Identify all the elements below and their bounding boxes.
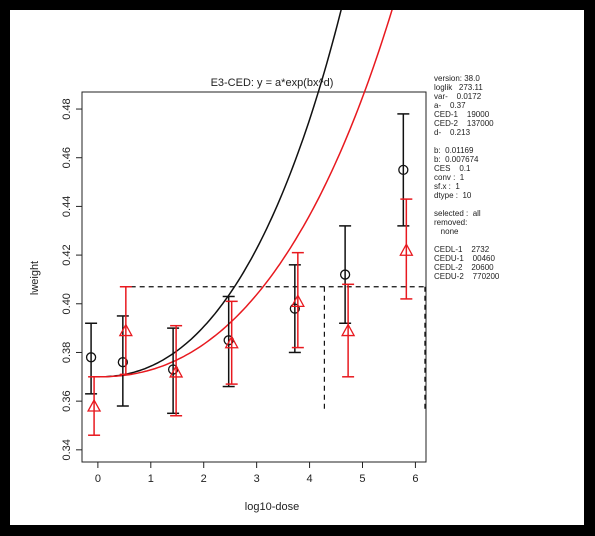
- y-tick-label: 0.44: [61, 196, 73, 217]
- data-point-triangle: [86, 398, 102, 412]
- x-axis-label: log10-dose: [245, 501, 299, 513]
- fit-parameter-line: removed:: [434, 218, 468, 227]
- data-point-triangle: [169, 364, 184, 378]
- y-tick-label: 0.48: [61, 98, 73, 119]
- fit-parameter-line: sf.x : 1: [434, 182, 460, 191]
- x-tick-label: 5: [359, 473, 365, 485]
- y-tick-label: 0.40: [61, 293, 73, 314]
- fit-parameter-line: CEDU-2 770200: [434, 272, 500, 281]
- fit-parameter-line: [434, 137, 499, 146]
- fit-curve-red: [92, 10, 393, 378]
- fit-parameter-line: CED-2 137000: [434, 119, 494, 128]
- fit-parameter-line: CED-1 19000: [434, 110, 490, 119]
- fit-parameter-line: none: [434, 227, 459, 236]
- y-tick-label: 0.36: [61, 390, 73, 411]
- data-point-circle: [289, 303, 300, 314]
- fit-parameter-line: selected : all: [434, 209, 481, 218]
- fit-parameters-panel: version: 38.0 loglik 273.11 var- 0.0172 a- …: [434, 74, 499, 281]
- y-tick-label: 0.42: [61, 244, 73, 265]
- y-tick-label: 0.46: [61, 147, 73, 168]
- x-tick-label: 0: [95, 473, 101, 485]
- x-tick-label: 2: [201, 473, 207, 485]
- chart-title: E3-CED: y = a*exp(bx^d): [211, 77, 334, 89]
- fit-curve-black: [92, 10, 342, 378]
- fit-parameter-line: a- 0.37: [434, 101, 466, 110]
- fit-parameter-line: var- 0.0172: [434, 92, 482, 101]
- chart-frame: E3-CED: y = a*exp(bx^d) log10-dose lweig…: [8, 8, 586, 527]
- x-tick-label: 3: [254, 473, 260, 485]
- fit-parameter-line: [434, 200, 499, 209]
- fit-parameter-line: [434, 236, 499, 245]
- y-axis-label: lweight: [29, 261, 41, 295]
- data-point-circle: [339, 269, 351, 280]
- chart-svg: E3-CED: y = a*exp(bx^d) log10-dose lweig…: [29, 10, 427, 513]
- plot-area-box: [81, 91, 427, 463]
- fit-parameter-line: CES 0.1: [434, 164, 471, 173]
- data-point-circle: [117, 357, 128, 368]
- fit-parameter-line: d- 0.213: [434, 128, 471, 137]
- fit-parameter-line: CEDL-2 20600: [434, 263, 494, 272]
- data-point-triangle: [118, 323, 133, 337]
- data-point-triangle: [224, 335, 239, 349]
- fit-parameter-line: CEDL-1 2732: [434, 245, 490, 254]
- y-tick-label: 0.34: [61, 439, 73, 460]
- x-tick-label: 1: [148, 473, 154, 485]
- fit-parameter-line: conv : 1: [434, 173, 465, 182]
- fit-parameter-line: loglik 273.11: [434, 83, 483, 92]
- x-tick-label: 4: [307, 473, 313, 485]
- data-point-circle: [85, 352, 97, 363]
- data-point-triangle: [399, 242, 414, 256]
- y-tick-label: 0.38: [61, 342, 73, 363]
- fit-parameter-line: version: 38.0: [434, 74, 480, 83]
- fit-parameter-line: b: 0.01169: [434, 146, 474, 155]
- fit-parameter-line: CEDU-1 00460: [434, 254, 495, 263]
- fit-parameter-line: b: 0.007674: [434, 155, 479, 164]
- data-point-triangle: [290, 293, 305, 307]
- data-point-triangle: [341, 323, 356, 337]
- data-point-circle: [398, 164, 409, 176]
- x-tick-label: 6: [412, 473, 418, 485]
- fit-parameter-line: dtype : 10: [434, 191, 472, 200]
